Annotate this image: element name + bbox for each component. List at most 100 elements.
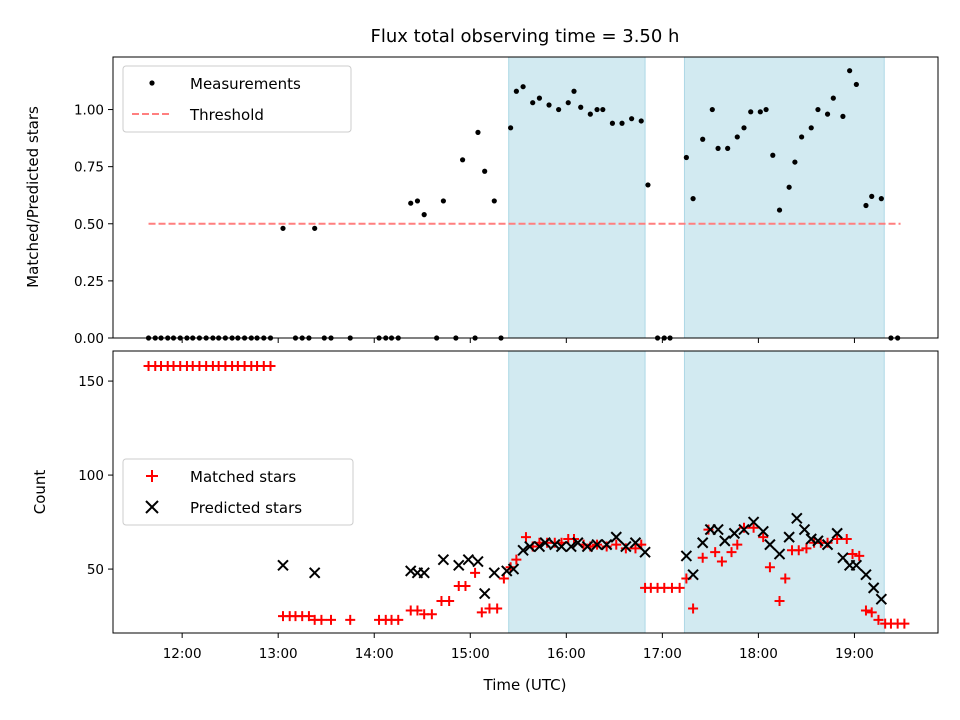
bottom-panel: 50 100 150 12:00 13:00 14:00 15:00 16:00 17:00 18… [31,350,939,694]
predicted-star-point [831,527,843,540]
matched-star-point [748,522,759,533]
predicted-star-point [418,567,430,579]
bottom-shaded-interval-2 [683,350,885,634]
measurement-point [683,154,689,161]
measurement-point [770,152,776,158]
measurement-point [280,225,286,231]
top-y-tick-label: 0.50 [74,217,104,233]
matched-star-point [520,532,531,543]
measurement-point [520,84,526,90]
bottom-y-tick-label: 100 [78,468,104,484]
predicted-star-point [712,523,724,536]
predicted-star-point [867,582,880,594]
predicted-star-point [539,537,551,549]
predicted-star-point [719,535,731,547]
predicted-star-point [860,569,872,581]
legend-matched-label: Matched stars [190,468,296,486]
matched-star-point [393,614,404,625]
predicted-star-point [277,559,289,572]
matched-star-point [866,607,877,618]
measurement-point [824,111,831,117]
x-tick-label: 17:00 [643,646,682,662]
predicted-star-point [507,563,520,575]
matched-star-point [801,543,812,554]
predicted-star-point [524,540,536,553]
matched-star-point [854,550,865,561]
matched-star-point [860,605,871,616]
measurement-point [546,102,552,108]
top-y-axis-label: Matched/Predicted stars [24,106,42,288]
measurement-point [556,106,562,113]
measurement-point [619,120,625,126]
measurement-point [414,198,421,204]
matched-star-point [316,614,327,625]
matched-star-point [764,562,775,573]
matched-star-point [601,541,612,552]
matched-star-point [412,605,423,616]
top-legend-box [122,65,352,133]
bottom-plot-frame [112,350,939,634]
predicted-star-point [728,527,741,540]
predicted-star-point [747,516,760,528]
predicted-star-point [610,531,622,543]
predicted-star-point [639,546,651,558]
x-tick-label: 18:00 [739,646,778,662]
top-shaded-interval-2 [683,56,885,339]
x-tick-label: 13:00 [259,646,298,662]
predicted-star-point [773,548,786,560]
legend-measurements-label: Measurements [190,75,301,93]
predicted-star-point [798,523,811,536]
measurement-point [513,88,519,94]
matched-star-point [630,543,641,554]
predicted-star-point [549,538,561,551]
predicted-star-point [687,569,699,581]
measurement-point [629,116,635,122]
bottom-y-tick-label: 150 [78,374,104,390]
matched-star-point [511,554,522,565]
measurement-point [847,68,853,74]
matched-star-point [832,534,843,544]
measurement-point [594,106,600,113]
measurement-point [763,106,769,113]
matched-star-point [345,614,356,625]
predicted-star-point [738,523,750,536]
matched-star-point [620,543,631,554]
predicted-star-point [791,512,803,525]
matched-star-point [492,603,503,614]
matched-star-point [303,611,314,622]
predicted-star-point [517,544,529,556]
matched-star-point [710,547,721,558]
measurement-point [786,184,792,190]
bottom-legend: Matched stars Predicted stars [122,458,354,526]
predicted-star-point [453,559,465,572]
predicted-star-point [462,553,475,566]
legend-measurements-marker [149,80,155,86]
top-plot-frame [112,56,939,339]
measurement-point [715,145,721,151]
top-y-tick-label: 1.00 [74,103,104,119]
predicted-star-point [437,553,450,566]
predicted-star-point [600,538,613,551]
measurement-point [808,125,814,131]
bottom-y-tick-label: 50 [87,562,104,578]
predicted-star-point [555,540,568,553]
matched-star-point [444,596,455,607]
measurement-point [536,95,543,101]
predicted-star-point [405,565,417,577]
predicted-star-point [472,555,484,568]
top-shaded-interval-1 [508,56,646,339]
matched-star-point [716,556,727,567]
predicted-star-point [620,540,632,553]
x-tick-label: 16:00 [547,646,586,662]
measurement-point [734,134,740,140]
matched-star-point [738,522,749,533]
matched-star-point [460,581,471,591]
top-y-tick-label: 0.75 [74,160,104,176]
bottom-y-axis-label: Count [31,470,49,515]
legend-predicted-label: Predicted stars [190,499,302,517]
matched-star-point [847,549,858,560]
top-y-tick-label: 0.25 [74,274,104,290]
measurement-point [690,196,696,202]
measurement-point [408,200,414,206]
predicted-star-point [572,537,584,549]
